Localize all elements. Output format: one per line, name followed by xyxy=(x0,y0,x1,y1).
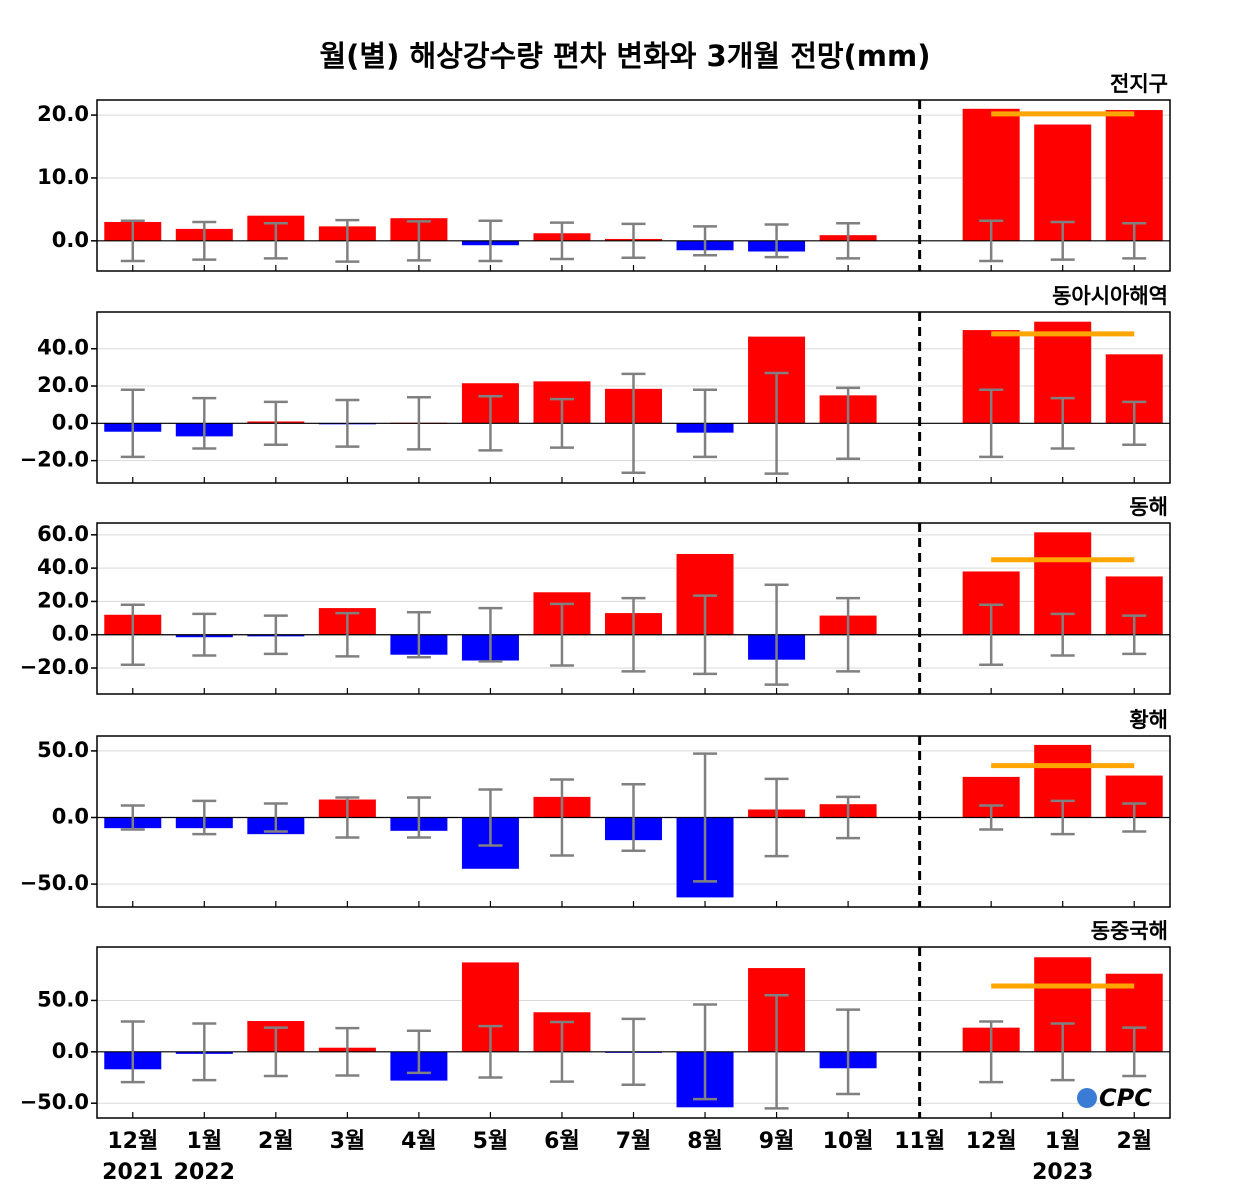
x-tick-label: 9월 xyxy=(759,1129,795,1154)
y-tick-label: 20.0 xyxy=(37,373,89,397)
x-tick-label: 12월 xyxy=(966,1129,1017,1154)
bar xyxy=(1105,110,1163,241)
y-tick-label: 0.0 xyxy=(52,1039,89,1063)
plot-frame xyxy=(96,311,1171,484)
y-tick-label: 0.0 xyxy=(52,805,89,829)
y-tick-label: −50.0 xyxy=(20,1090,89,1114)
logo-globe xyxy=(1077,1088,1097,1108)
x-tick-label: 10월 xyxy=(823,1129,874,1154)
x-tick-label: 3월 xyxy=(330,1129,366,1154)
y-tick-label: −50.0 xyxy=(20,871,89,895)
x-tick-label: 8월 xyxy=(687,1129,723,1154)
x-tick-label: 6월 xyxy=(544,1129,580,1154)
chart-title: 월(별) 해상강수량 편차 변화와 3개월 전망(mm) xyxy=(320,39,931,73)
y-tick-label: 60.0 xyxy=(37,522,89,546)
y-tick-label: 20.0 xyxy=(37,588,89,612)
x-tick-label: 12월 xyxy=(107,1129,158,1154)
x-year-label: 2023 xyxy=(1032,1160,1093,1185)
y-tick-label: 0.0 xyxy=(52,410,89,434)
panel-title: 동아시아해역 xyxy=(1052,284,1168,308)
y-tick-label: 20.0 xyxy=(37,102,89,126)
x-year-label: 2022 xyxy=(174,1160,235,1185)
y-tick-label: 10.0 xyxy=(37,165,89,189)
y-tick-label: 40.0 xyxy=(37,555,89,579)
plot-frame xyxy=(96,99,1171,272)
x-tick-label: 1월 xyxy=(1045,1129,1081,1154)
bar xyxy=(962,108,1020,241)
plot-frame xyxy=(96,946,1171,1119)
y-tick-label: 40.0 xyxy=(37,336,89,360)
y-tick-label: −20.0 xyxy=(20,655,89,679)
y-tick-label: −20.0 xyxy=(20,448,89,472)
x-tick-label: 1월 xyxy=(187,1129,223,1154)
x-tick-label: 4월 xyxy=(401,1129,437,1154)
y-tick-label: 50.0 xyxy=(37,987,89,1011)
panel-title: 동해 xyxy=(1129,495,1168,519)
panel-title: 전지구 xyxy=(1110,72,1168,96)
panel-title: 황해 xyxy=(1129,708,1168,732)
panel-title: 동중국해 xyxy=(1091,919,1168,943)
x-tick-label: 11월 xyxy=(894,1129,945,1154)
y-tick-label: 50.0 xyxy=(37,738,89,762)
x-tick-label: 2월 xyxy=(258,1129,294,1154)
plot-frame xyxy=(96,522,1171,695)
logo: CPC xyxy=(1099,1084,1152,1112)
x-tick-label: 2월 xyxy=(1116,1129,1152,1154)
y-tick-label: 0.0 xyxy=(52,622,89,646)
plot-frame xyxy=(96,735,1171,908)
x-tick-label: 7월 xyxy=(616,1129,652,1154)
x-year-label: 2021 xyxy=(102,1160,163,1185)
y-tick-label: 0.0 xyxy=(52,228,89,252)
x-tick-label: 5월 xyxy=(473,1129,509,1154)
